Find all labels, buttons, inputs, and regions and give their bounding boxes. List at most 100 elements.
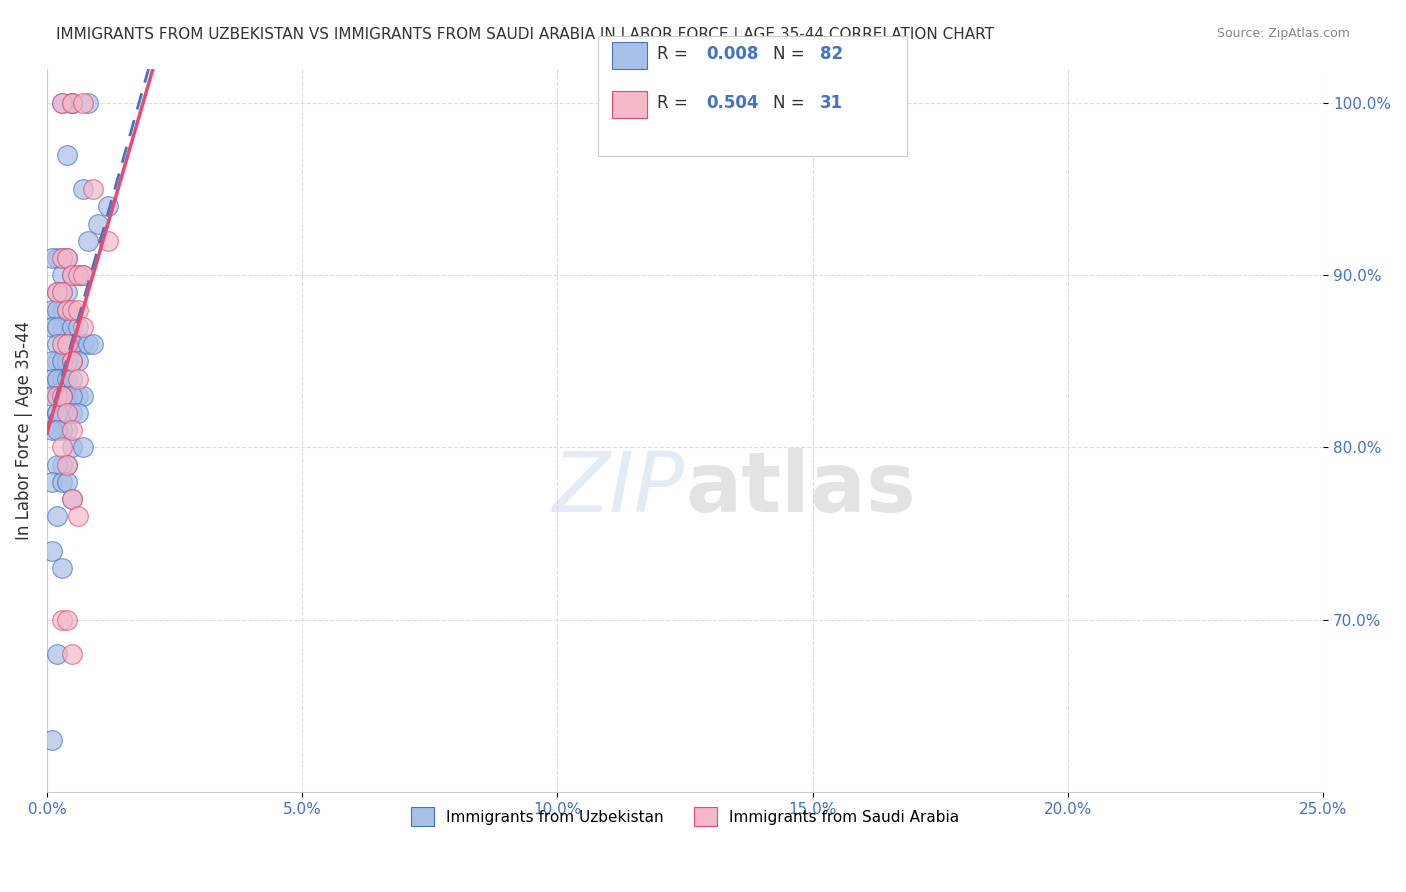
Point (56, 354, 79, 368)
Point (62, 95, 84, 110)
Point (46, 647, 69, 661)
Point (56, 285, 79, 300)
Point (56, 251, 79, 265)
Point (62, 337, 84, 351)
Point (51, 475, 73, 489)
Point (62, 441, 84, 455)
Point (46, 509, 69, 524)
Point (51, 423, 73, 437)
Point (51, 561, 73, 575)
Point (41, 371, 63, 385)
Point (51, 319, 73, 334)
Point (56, 302, 79, 317)
Point (72, 319, 94, 334)
Point (51, 285, 73, 300)
Text: Source: ZipAtlas.com: Source: ZipAtlas.com (1216, 27, 1350, 40)
Point (51, 406, 73, 420)
Point (46, 389, 69, 403)
Point (46, 389, 69, 403)
Point (56, 475, 79, 489)
Point (56, 423, 79, 437)
Point (66, 389, 89, 403)
Point (62, 371, 84, 385)
Text: atlas: atlas (685, 448, 915, 529)
Point (66, 302, 89, 317)
Point (62, 354, 84, 368)
Point (62, 354, 84, 368)
Point (51, 613, 73, 627)
Point (46, 406, 69, 420)
Point (56, 406, 79, 420)
Point (51, 354, 73, 368)
Point (82, 182, 104, 196)
Point (51, 95, 73, 110)
Text: 82: 82 (820, 45, 842, 63)
Point (56, 302, 79, 317)
Point (56, 371, 79, 385)
Point (51, 251, 73, 265)
Point (46, 337, 69, 351)
Point (51, 441, 73, 455)
Point (41, 302, 63, 317)
Point (46, 371, 69, 385)
Point (62, 406, 84, 420)
Point (51, 354, 73, 368)
Point (51, 389, 73, 403)
Legend: Immigrants from Uzbekistan, Immigrants from Saudi Arabia: Immigrants from Uzbekistan, Immigrants f… (402, 798, 969, 835)
Point (41, 354, 63, 368)
Point (72, 441, 94, 455)
Point (62, 492, 84, 507)
Point (72, 268, 94, 283)
Text: N =: N = (773, 45, 804, 63)
Point (66, 319, 89, 334)
Point (56, 337, 79, 351)
Point (46, 319, 69, 334)
Point (46, 371, 69, 385)
Point (76, 234, 98, 248)
Point (66, 406, 89, 420)
Point (72, 268, 94, 283)
Point (46, 302, 69, 317)
Point (41, 251, 63, 265)
Point (62, 389, 84, 403)
Point (51, 389, 73, 403)
Point (62, 319, 84, 334)
Text: 0.008: 0.008 (706, 45, 758, 63)
Point (46, 285, 69, 300)
Point (51, 389, 73, 403)
Point (62, 492, 84, 507)
Point (51, 458, 73, 472)
Point (51, 371, 73, 385)
Point (41, 319, 63, 334)
Point (46, 406, 69, 420)
Point (46, 423, 69, 437)
Point (62, 647, 84, 661)
Point (62, 95, 84, 110)
Text: R =: R = (657, 95, 688, 112)
Point (66, 268, 89, 283)
Point (41, 389, 63, 403)
Point (62, 268, 84, 283)
Point (56, 389, 79, 403)
Point (56, 354, 79, 368)
Point (82, 337, 104, 351)
Point (56, 251, 79, 265)
Point (66, 371, 89, 385)
Point (46, 458, 69, 472)
Point (66, 509, 89, 524)
Point (41, 544, 63, 558)
Point (56, 337, 79, 351)
Text: 0.504: 0.504 (706, 95, 758, 112)
Point (41, 733, 63, 747)
Point (76, 337, 98, 351)
Point (66, 354, 89, 368)
Point (51, 268, 73, 283)
Point (62, 95, 84, 110)
Point (66, 268, 89, 283)
Text: R =: R = (657, 45, 688, 63)
Point (56, 147, 79, 161)
Point (51, 337, 73, 351)
Text: N =: N = (773, 95, 804, 112)
Point (76, 95, 98, 110)
Point (46, 251, 69, 265)
